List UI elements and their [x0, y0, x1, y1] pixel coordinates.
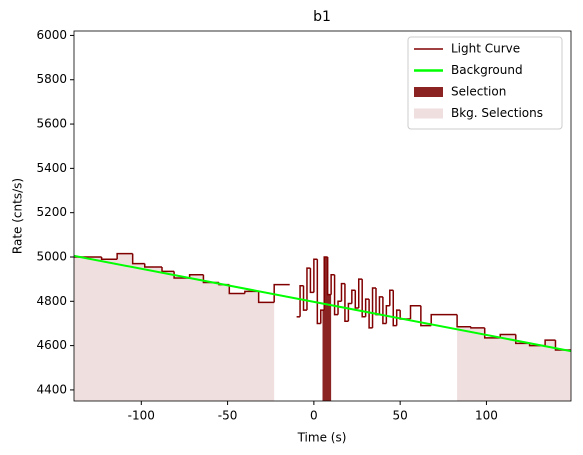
legend: Light Curve Background Selection Bkg. Selec…	[407, 36, 563, 130]
span-fill	[74, 253, 275, 401]
light-curve-step	[100, 256, 118, 260]
light-curve-step	[389, 289, 394, 306]
light-curve-step	[371, 287, 376, 328]
light-curve-step	[333, 274, 339, 316]
light-curve-step	[354, 290, 359, 309]
legend-label: Light Curve	[451, 42, 520, 56]
light-curve-step	[326, 256, 332, 296]
light-curve-step	[273, 283, 290, 303]
x-tick-label: -50	[218, 409, 238, 423]
plot-area	[74, 252, 571, 401]
light-curve-step	[188, 273, 204, 279]
light-curve-step	[382, 296, 387, 325]
light-curve-step	[302, 285, 307, 311]
light-curve-step	[351, 289, 356, 304]
light-curve-step	[228, 284, 245, 295]
light-curve-step	[116, 252, 133, 260]
x-tick-label: 100	[475, 409, 498, 423]
light-curve-step	[544, 339, 556, 346]
background-line	[74, 254, 571, 353]
y-axis-label: Rate (cnts/s)	[11, 178, 25, 254]
light-curve-step	[357, 278, 363, 308]
light-curve-step	[320, 309, 325, 324]
light-curve-step	[131, 253, 145, 265]
light-curve-step	[340, 282, 345, 302]
y-tick-label: 5400	[36, 161, 67, 175]
y-tick-label: 5600	[36, 117, 67, 131]
legend-swatch	[414, 108, 443, 119]
light-curve-step	[378, 296, 383, 315]
light-curve-step	[257, 291, 275, 304]
light-curve-step	[330, 273, 335, 295]
light-curve-step	[323, 256, 328, 311]
light-curve-step	[144, 263, 163, 268]
axes-frame	[73, 30, 572, 402]
light-curve-step	[420, 305, 432, 327]
x-tick-label: 50	[393, 409, 408, 423]
legend-swatch	[414, 87, 443, 97]
light-curve-step	[385, 304, 390, 324]
y-tick-label: 6000	[36, 28, 67, 42]
light-curve-step	[483, 327, 501, 339]
y-tick-label: 4800	[36, 294, 67, 308]
light-curve-step	[361, 279, 366, 318]
light-curve-step	[316, 259, 321, 325]
light-curve-step	[515, 334, 530, 345]
x-tick-label: 0	[310, 409, 318, 423]
light-curve-step	[392, 290, 397, 327]
light-curve-step	[347, 302, 352, 322]
y-tick-label: 5200	[36, 205, 67, 219]
y-tick-label: 4600	[36, 338, 67, 352]
light-curve-step	[456, 314, 471, 328]
light-curve-step	[409, 304, 421, 320]
light-curve-step	[299, 285, 304, 317]
light-curve-step	[306, 267, 311, 311]
light-curve-step	[395, 309, 401, 326]
light-curve-step	[337, 300, 342, 315]
legend-label: Selection	[451, 85, 506, 99]
span-fill	[457, 326, 571, 401]
light-curve-step	[313, 258, 318, 293]
legend-label: Background	[451, 63, 523, 77]
light-curve-step	[344, 283, 349, 322]
light-curve-step	[430, 313, 458, 326]
legend-box	[407, 36, 563, 130]
light-curve-step	[470, 326, 485, 329]
chart-title: b1	[313, 9, 331, 25]
light-curve-step	[309, 268, 314, 294]
y-tick-label: 5800	[36, 72, 67, 86]
x-tick-label: -100	[128, 409, 155, 423]
y-tick-label: 5000	[36, 249, 67, 263]
legend-label: Bkg. Selections	[451, 106, 543, 120]
y-tick-label: 4400	[36, 382, 67, 396]
light-curve-step	[368, 299, 373, 329]
light-curve-step	[161, 266, 175, 273]
x-axis-label: Time (s)	[297, 431, 347, 445]
